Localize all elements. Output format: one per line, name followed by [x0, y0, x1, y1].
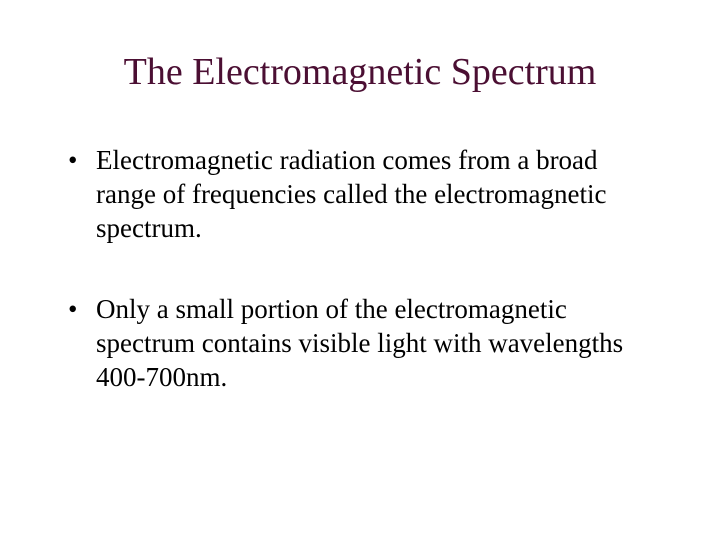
bullet-list: Electromagnetic radiation comes from a b… — [60, 144, 660, 395]
slide: The Electromagnetic Spectrum Electromagn… — [0, 0, 720, 540]
bullet-text: Only a small portion of the electromagne… — [96, 293, 660, 394]
list-item: Electromagnetic radiation comes from a b… — [60, 144, 660, 245]
list-item: Only a small portion of the electromagne… — [60, 293, 660, 394]
bullet-text: Electromagnetic radiation comes from a b… — [96, 144, 660, 245]
slide-title: The Electromagnetic Spectrum — [60, 50, 660, 94]
